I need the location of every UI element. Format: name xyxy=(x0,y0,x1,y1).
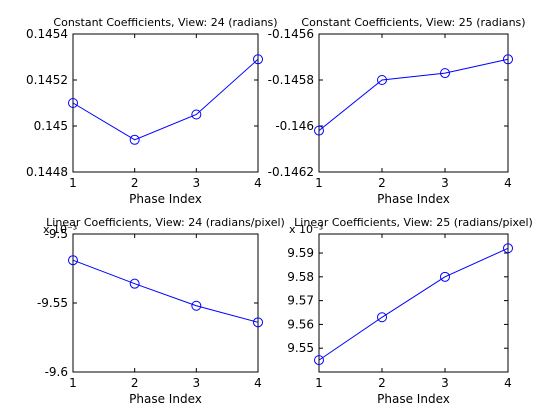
data-point-marker xyxy=(129,278,140,289)
x-tick-label: 2 xyxy=(131,376,139,390)
subplot-2: 1 2 3 4 -0.1462 -0.146 -0.1458 -0.1456Constant … xyxy=(268,16,526,206)
series-line xyxy=(318,247,509,361)
series-line xyxy=(72,259,259,323)
y-tick-label: 0.1454 xyxy=(26,27,68,41)
data-point-marker xyxy=(440,68,450,79)
data-point-marker xyxy=(253,317,263,328)
y-tick-label: 9.59 xyxy=(287,246,314,260)
y-tick-label: -9.5 xyxy=(45,227,68,241)
x-tick-label: 4 xyxy=(254,376,262,390)
y-tick-label: -0.1456 xyxy=(268,27,314,41)
y-tick-label: -0.146 xyxy=(275,119,314,133)
plot-area xyxy=(318,33,509,173)
x-axis-label: Phase Index xyxy=(377,192,450,206)
plot-area xyxy=(72,33,259,173)
x-axis-label: Phase Index xyxy=(377,392,450,406)
data-point-marker xyxy=(314,125,324,136)
x-axis-label: Phase Index xyxy=(129,192,202,206)
data-point-marker xyxy=(68,255,78,266)
y-tick-label: -0.1462 xyxy=(268,165,314,179)
data-point-marker xyxy=(440,271,450,282)
data-point-marker xyxy=(191,300,202,311)
y-exponent-label: x 10⁻³ xyxy=(289,223,323,236)
subplot-title: Constant Coefficients, View: 24 (radians… xyxy=(53,16,277,29)
series-line xyxy=(72,58,259,141)
data-point-marker xyxy=(377,75,387,85)
data-point-marker xyxy=(68,98,78,108)
subplot-title: Constant Coefficients, View: 25 (radians… xyxy=(301,16,525,29)
x-axis-label: Phase Index xyxy=(129,392,202,406)
subplot-title: Linear Coefficients, View: 24 (radians/p… xyxy=(46,216,285,229)
data-point-marker xyxy=(253,54,263,65)
data-point-marker xyxy=(191,109,202,120)
x-tick-label: 1 xyxy=(315,376,323,390)
x-tick-label: 3 xyxy=(193,176,201,190)
plot-area xyxy=(318,233,509,373)
y-tick-label: -9.55 xyxy=(37,296,68,310)
y-tick-label: -0.1458 xyxy=(268,73,314,87)
x-tick-label: 2 xyxy=(378,376,386,390)
y-tick-label: 0.1452 xyxy=(26,73,68,87)
y-exponent-label: x 10⁻³ xyxy=(43,223,77,236)
data-point-marker xyxy=(377,312,387,323)
x-tick-label: 1 xyxy=(69,176,77,190)
subplot-title: Linear Coefficients, View: 25 (radians/p… xyxy=(294,216,533,229)
x-tick-label: 4 xyxy=(504,176,512,190)
x-tick-label: 1 xyxy=(69,376,77,390)
y-tick-label: -9.6 xyxy=(45,365,68,379)
y-tick-label: 0.1448 xyxy=(26,165,68,179)
x-tick-label: 2 xyxy=(131,176,139,190)
y-tick-label: 9.55 xyxy=(287,341,314,355)
data-point-marker xyxy=(503,243,513,254)
y-tick-label: 9.57 xyxy=(287,294,314,308)
x-tick-label: 3 xyxy=(441,376,449,390)
y-tick-label: 9.58 xyxy=(287,270,314,284)
data-point-marker xyxy=(314,355,324,366)
x-tick-label: 4 xyxy=(504,376,512,390)
y-tick-label: 0.145 xyxy=(34,119,68,133)
data-point-marker xyxy=(503,54,513,65)
x-tick-label: 4 xyxy=(254,176,262,190)
x-tick-label: 3 xyxy=(441,176,449,190)
data-point-marker xyxy=(129,134,140,145)
x-tick-label: 3 xyxy=(193,376,201,390)
series-line xyxy=(318,58,509,131)
x-tick-label: 1 xyxy=(315,176,323,190)
plot-area xyxy=(72,233,259,373)
y-tick-label: 9.56 xyxy=(287,317,314,331)
x-tick-label: 2 xyxy=(378,176,386,190)
